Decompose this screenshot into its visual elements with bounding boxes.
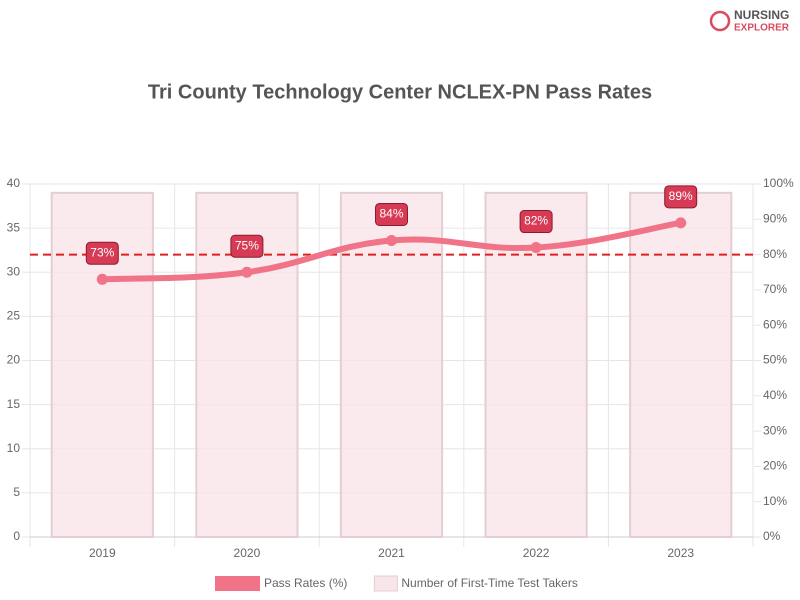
point (241, 266, 253, 278)
y2-tick-label: 90% (763, 211, 787, 225)
y-tick-label: 30 (7, 264, 21, 278)
y-tick-label: 25 (7, 309, 21, 323)
logo: NURSING EXPLORER (709, 8, 790, 34)
y2-tick-label: 40% (763, 388, 787, 402)
x-tick-label: 2021 (378, 546, 405, 560)
value-label-box (664, 185, 698, 209)
legend-swatch (373, 575, 398, 592)
y2-tick-label: 50% (763, 353, 787, 367)
y2-tick-label: 10% (763, 494, 787, 508)
point (96, 273, 108, 285)
y-tick-label: 20 (7, 353, 21, 367)
logo-icon (709, 10, 731, 32)
y2-tick-label: 60% (763, 317, 787, 331)
x-tick-label: 2023 (667, 546, 694, 560)
chart-title: Tri County Technology Center NCLEX-PN Pa… (148, 81, 652, 103)
y2-tick-label: 100% (763, 176, 794, 190)
value-label: 84% (379, 207, 403, 221)
point (675, 217, 687, 229)
point (530, 242, 542, 254)
y-tick-label: 40 (7, 176, 21, 190)
logo-text: NURSING (734, 8, 789, 22)
y2-tick-label: 30% (763, 423, 787, 437)
y-tick-label: 35 (7, 220, 21, 234)
y2-tick-label: 70% (763, 282, 787, 296)
x-tick-label: 2020 (234, 546, 261, 560)
y2-tick-label: 20% (763, 459, 787, 473)
y-tick-label: 15 (7, 397, 21, 411)
y-tick-label: 10 (7, 441, 21, 455)
y2-tick-label: 0% (763, 529, 781, 543)
point (386, 234, 397, 246)
value-label-box (375, 202, 408, 226)
bar (629, 191, 733, 538)
value-label-box (230, 234, 264, 258)
value-label-box (519, 210, 553, 234)
y-tick-label: 0 (13, 529, 20, 543)
y2-tick-label: 80% (763, 247, 787, 261)
value-label: 82% (524, 214, 548, 228)
value-label: 75% (235, 238, 259, 252)
value-label: 73% (90, 245, 114, 259)
bar (339, 191, 444, 538)
value-label: 89% (669, 189, 693, 203)
legend-label: Pass Rates (%) (264, 576, 347, 590)
legend-swatch (215, 576, 260, 591)
logo-text: EXPLORER (734, 23, 790, 34)
x-tick-label: 2019 (89, 546, 116, 560)
value-label-box (85, 241, 119, 265)
y-tick-label: 5 (13, 485, 20, 499)
x-tick-label: 2022 (523, 546, 550, 560)
legend-label: Number of First-Time Test Takers (401, 576, 577, 590)
